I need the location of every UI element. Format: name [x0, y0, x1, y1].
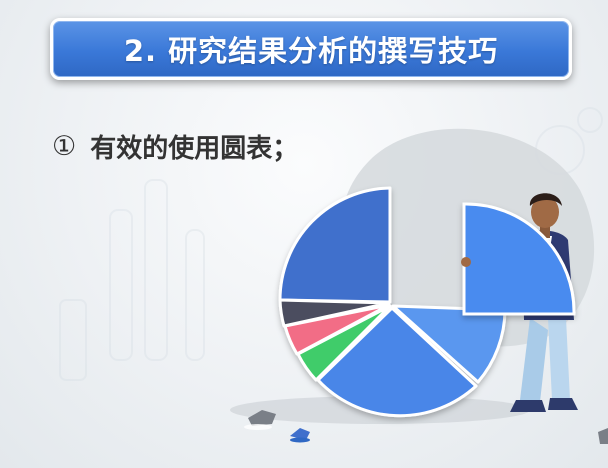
bullet-text: 有效的使用圆表； [90, 134, 299, 164]
bullet-point: ① 有效的使用圆表； [52, 128, 298, 165]
pie-slice-dark [278, 298, 391, 328]
bullet-number: ① [52, 131, 77, 162]
title-banner: 2. 研究结果分析的撰写技巧 [50, 18, 572, 80]
pie-slice-blue-mid [316, 306, 478, 418]
pie-slice-blue-dark [278, 186, 392, 304]
slide-title: 2. 研究结果分析的撰写技巧 [123, 34, 499, 68]
pie-slice-extracted [462, 202, 576, 316]
